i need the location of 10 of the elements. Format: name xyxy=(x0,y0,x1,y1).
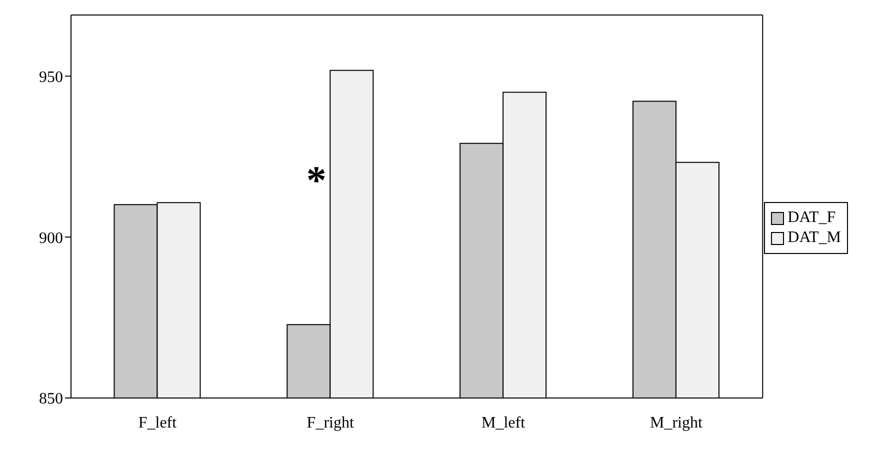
legend-label: DAT_F xyxy=(788,209,836,227)
annotation: * xyxy=(306,158,326,203)
y-tick-label: 900 xyxy=(39,230,63,247)
x-tick-label: F_left xyxy=(138,414,178,432)
x-tick-label: F_right xyxy=(306,414,354,432)
legend-label: DAT_M xyxy=(788,229,841,247)
x-tick-label: M_right xyxy=(650,414,703,432)
y-tick-label: 950 xyxy=(39,68,63,86)
x-tick-label: M_left xyxy=(482,414,526,432)
y-tick-label: 850 xyxy=(39,390,63,408)
